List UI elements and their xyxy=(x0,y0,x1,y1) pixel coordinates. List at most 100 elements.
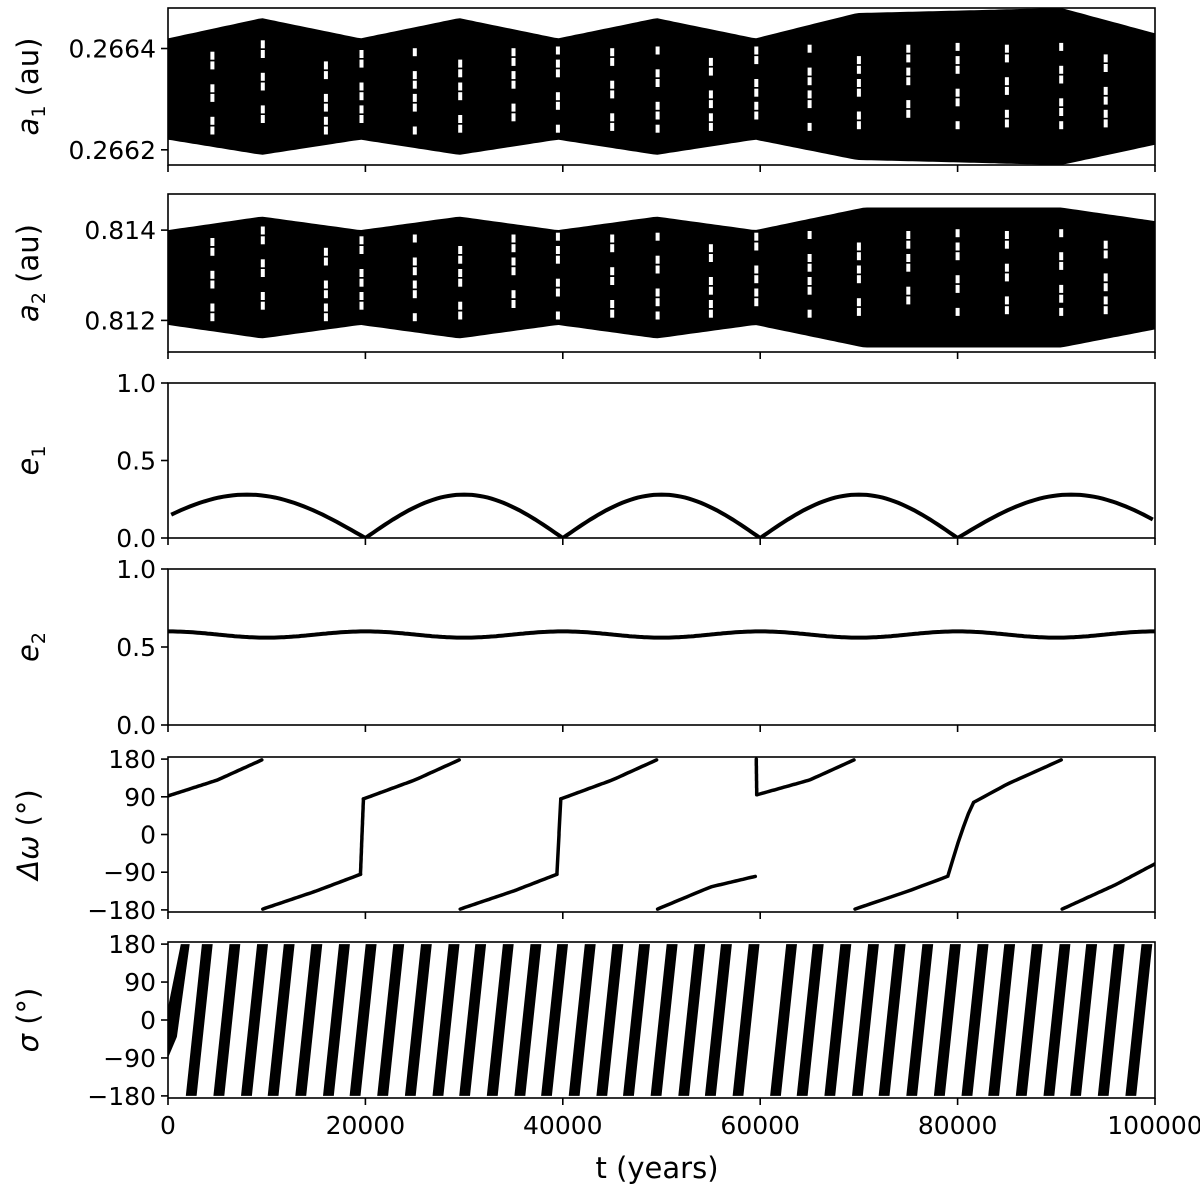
gap-speck xyxy=(708,300,713,308)
gap-speck xyxy=(906,44,911,53)
panel-2-frame xyxy=(167,193,1156,353)
gap-speck xyxy=(412,103,417,112)
x-tick-label: 80000 xyxy=(918,1111,998,1140)
panel-5: −180 −90 0 90 180 Δω (°) xyxy=(11,745,1156,925)
gap-speck xyxy=(1004,86,1009,95)
gap-speck xyxy=(655,69,660,78)
delta-omega-segment xyxy=(361,758,461,801)
gap-speck xyxy=(610,277,615,285)
sigma-band xyxy=(514,944,542,1096)
gap-speck xyxy=(555,59,560,68)
gap-speck xyxy=(807,122,812,131)
gap-speck xyxy=(955,98,960,107)
sigma-band xyxy=(213,944,241,1096)
gap-speck xyxy=(955,88,960,97)
gap-speck xyxy=(754,79,759,87)
sigma-band xyxy=(878,944,906,1096)
y-tick-label: −180 xyxy=(87,896,156,925)
sigma-band xyxy=(404,944,432,1096)
gap-speck xyxy=(359,105,364,114)
gap-speck xyxy=(1059,75,1064,84)
gap-speck xyxy=(1059,98,1064,107)
sigma-band xyxy=(1015,944,1043,1096)
sigma-band xyxy=(623,944,650,1096)
gap-speck xyxy=(955,307,960,316)
sigma-band xyxy=(568,944,596,1096)
gap-speck xyxy=(458,301,463,310)
gap-speck xyxy=(610,300,615,308)
gap-speck xyxy=(856,121,861,130)
x-tick-label: 60000 xyxy=(720,1111,800,1140)
gap-speck xyxy=(708,90,713,99)
gap-speck xyxy=(754,288,759,297)
gap-speck xyxy=(807,67,812,76)
gap-speck xyxy=(555,232,560,241)
gap-speck xyxy=(708,254,713,262)
gap-speck xyxy=(1059,65,1064,74)
gap-speck xyxy=(1103,86,1108,95)
gap-speck xyxy=(210,116,215,125)
gap-speck xyxy=(856,79,861,87)
delta-omega-segment xyxy=(853,758,1063,911)
panel-3-frame xyxy=(167,382,1156,539)
x-axis: t (years) 0 20000 40000 60000 80000 100000 xyxy=(160,1111,1200,1185)
gap-speck xyxy=(1004,306,1009,315)
gap-speck xyxy=(359,59,364,68)
gap-speck xyxy=(210,51,215,60)
x-tick-label: 0 xyxy=(160,1111,176,1140)
sigma-band xyxy=(295,944,323,1096)
gap-speck xyxy=(754,88,759,97)
gap-speck xyxy=(260,50,265,58)
x-tick-label: 40000 xyxy=(523,1111,603,1140)
delta-omega-segment xyxy=(655,874,758,911)
gap-speck xyxy=(610,234,615,243)
gap-speck xyxy=(856,252,861,261)
gap-speck xyxy=(511,290,516,299)
gap-speck xyxy=(359,246,364,254)
gap-speck xyxy=(511,244,516,253)
gap-speck xyxy=(555,101,560,110)
sigma-band xyxy=(241,944,268,1096)
gap-speck xyxy=(610,90,615,99)
gap-speck xyxy=(856,56,861,65)
y-tick-label: 90 xyxy=(124,783,156,812)
y-tick-label: 0.2664 xyxy=(69,35,156,64)
gap-speck xyxy=(655,46,660,55)
panel-4: 0.0 0.5 1.0 e2 xyxy=(11,555,1156,740)
gap-speck xyxy=(555,46,560,55)
gap-speck xyxy=(754,232,759,241)
gap-speck xyxy=(1103,109,1108,118)
sigma-band xyxy=(432,944,460,1096)
gap-speck xyxy=(655,232,660,241)
gap-speck xyxy=(856,242,861,251)
delta-omega-segment xyxy=(555,797,563,877)
gap-speck xyxy=(1004,77,1009,86)
gap-speck xyxy=(708,309,713,318)
gap-speck xyxy=(807,263,812,272)
gap-speck xyxy=(412,267,417,276)
gap-speck xyxy=(1059,42,1064,51)
gap-speck xyxy=(906,67,911,76)
gap-speck xyxy=(1059,121,1064,130)
gap-speck xyxy=(511,80,516,89)
gap-speck xyxy=(458,92,463,101)
gap-speck xyxy=(359,92,364,101)
gap-speck xyxy=(655,265,660,274)
panel-5-frame xyxy=(167,756,1156,913)
gap-speck xyxy=(955,65,960,74)
gap-speck xyxy=(323,103,328,112)
gap-speck xyxy=(955,229,960,238)
gap-speck xyxy=(555,92,560,101)
sigma-band xyxy=(796,944,824,1096)
gap-speck xyxy=(323,290,328,299)
gap-speck xyxy=(412,80,417,89)
gap-speck xyxy=(1004,109,1009,118)
gap-speck xyxy=(323,93,328,102)
gap-speck xyxy=(458,278,463,287)
gap-speck xyxy=(1059,307,1064,316)
gap-speck xyxy=(323,257,328,266)
gap-speck xyxy=(754,111,759,120)
gap-speck xyxy=(807,277,812,285)
panel-5-data xyxy=(168,757,1155,911)
gap-speck xyxy=(359,115,364,123)
